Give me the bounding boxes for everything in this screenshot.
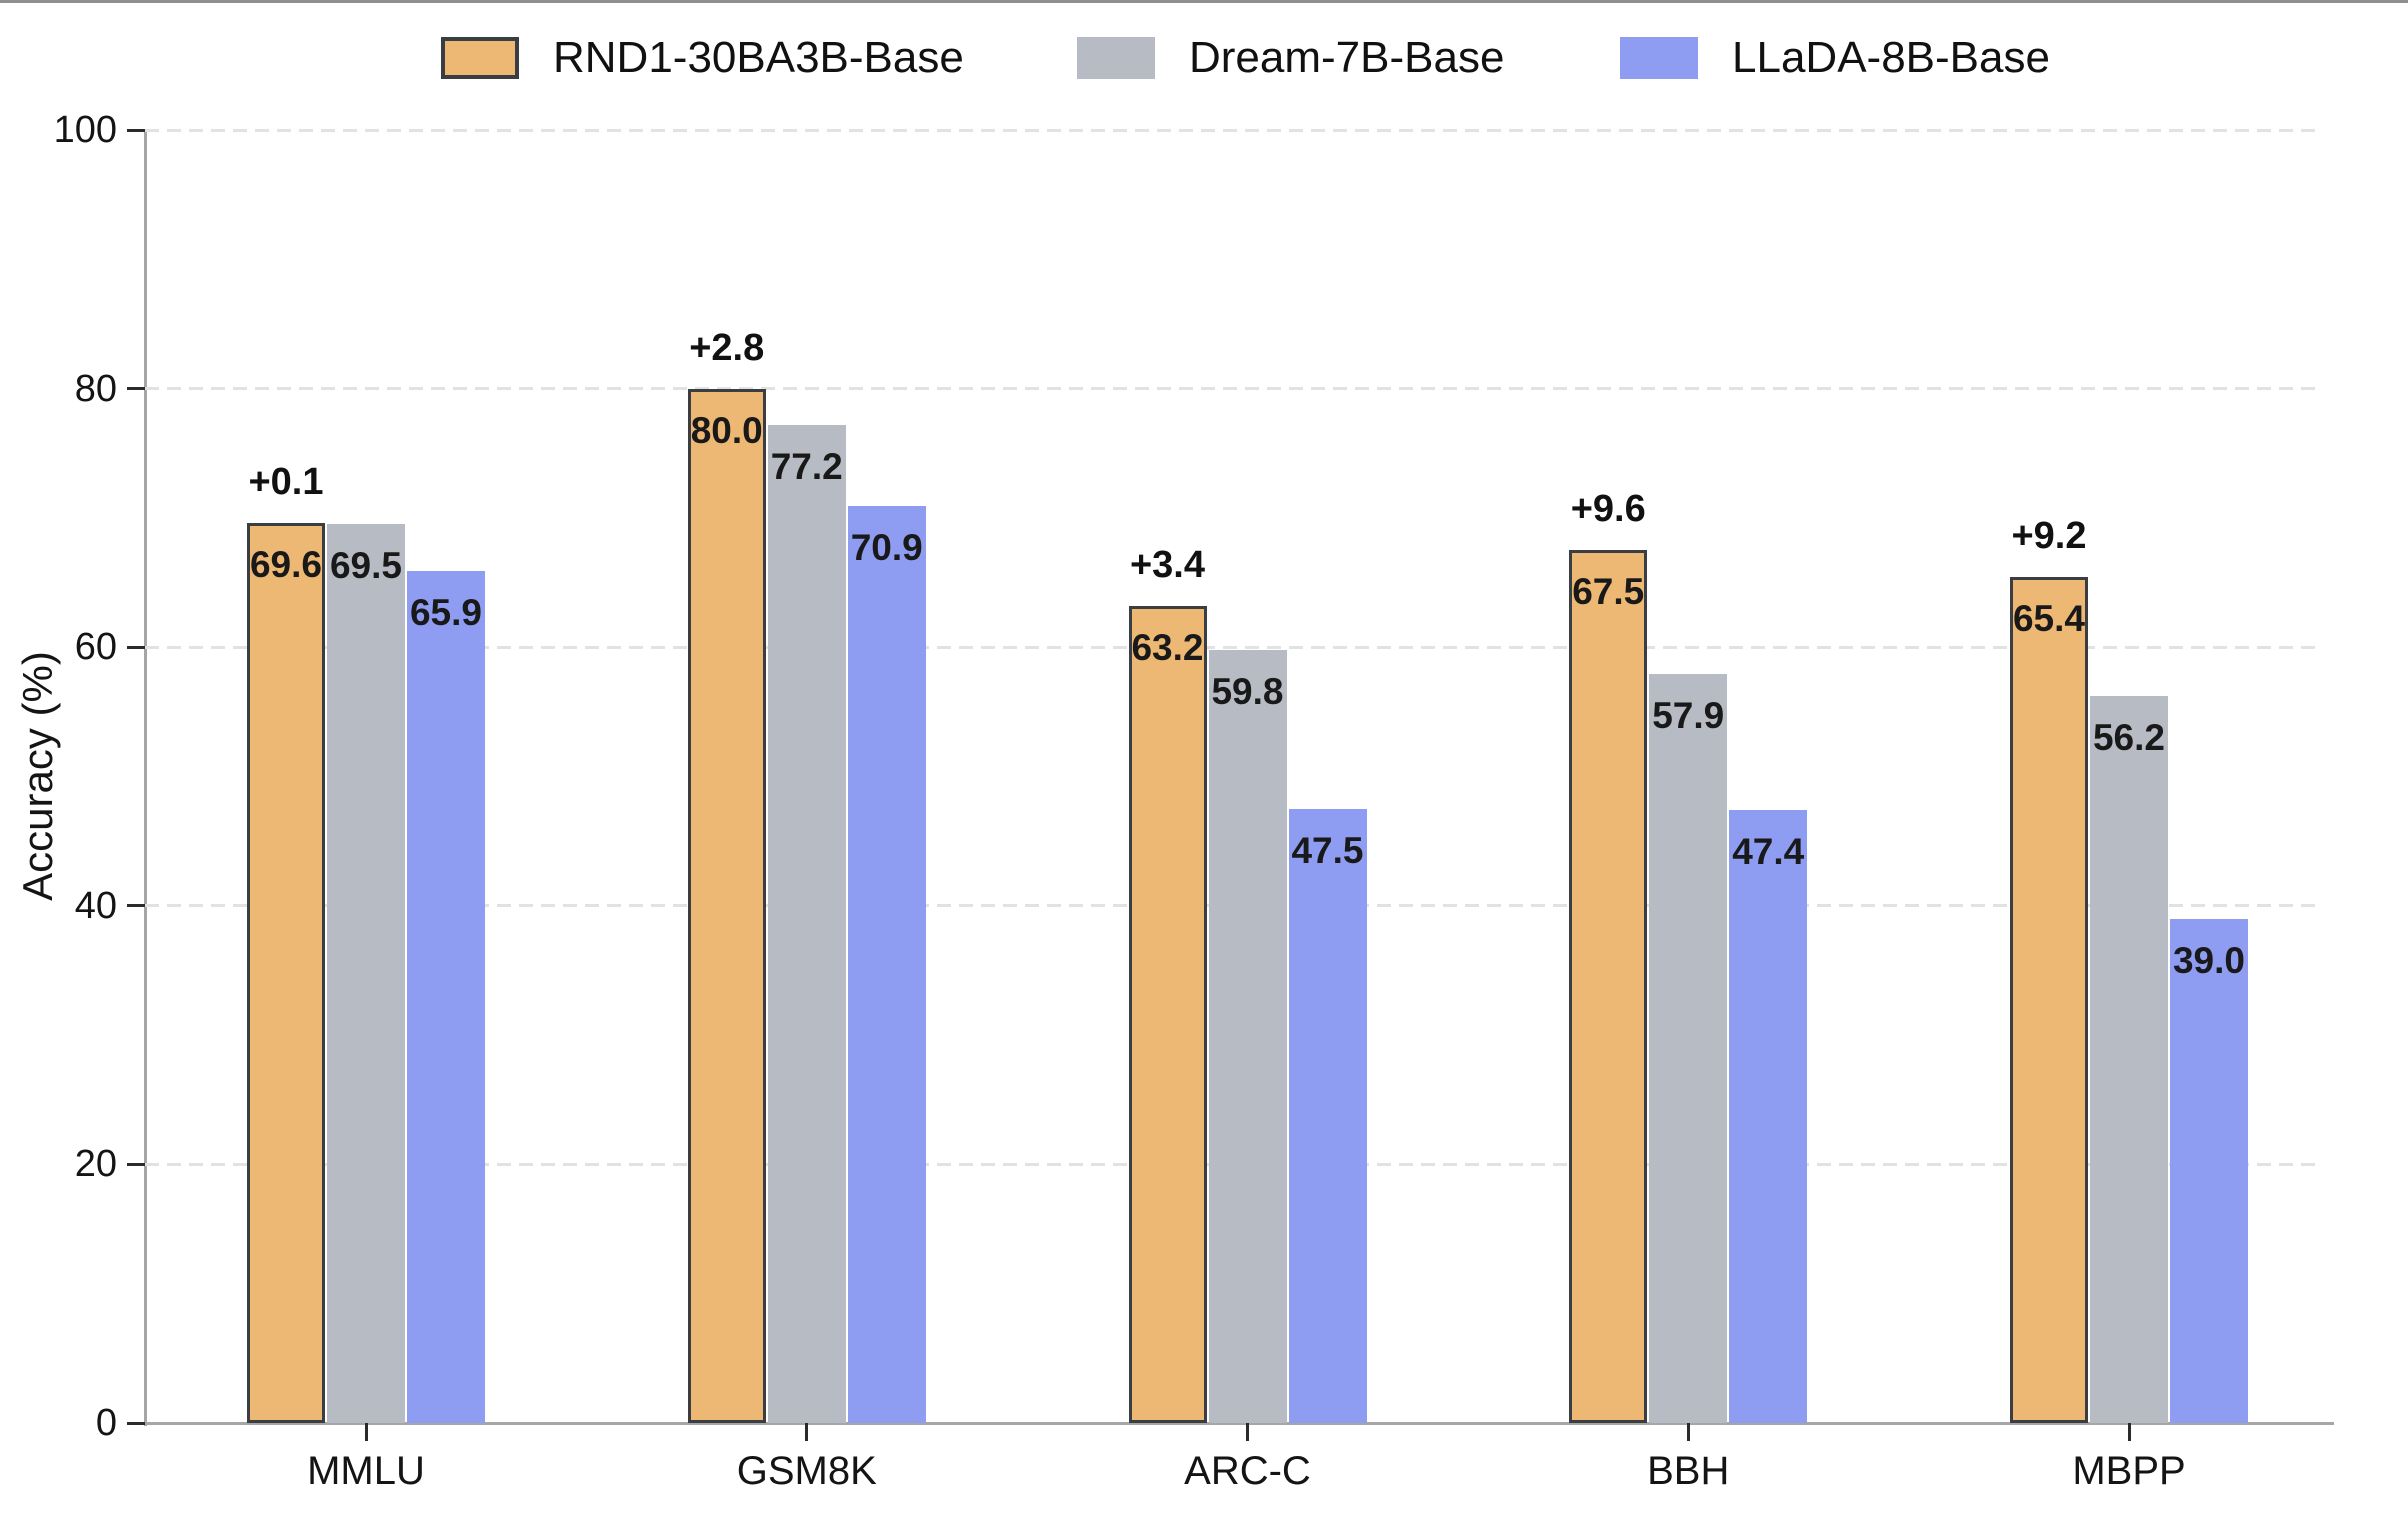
bar-value-mbpp-series-0: 65.4: [2012, 598, 2085, 640]
y-tick-40: [127, 904, 145, 908]
bar-bbh-series-1: [1649, 674, 1728, 1423]
y-tick-label-60: 60: [74, 626, 117, 669]
y-tick-60: [127, 645, 145, 649]
y-tick-label-20: 20: [74, 1143, 117, 1186]
x-tick-mbpp: [2127, 1423, 2131, 1441]
bar-mmlu-series-2: [407, 570, 485, 1423]
y-tick-100: [127, 128, 145, 132]
x-tick-mmlu: [364, 1423, 368, 1441]
bar-bbh-series-2: [1729, 810, 1808, 1423]
bar-bbh-series-0: [1569, 550, 1648, 1423]
x-tick-bbh: [1686, 1423, 1690, 1441]
y-tick-label-80: 80: [74, 367, 117, 410]
legend-label-1: Dream-7B-Base: [1189, 33, 1505, 82]
bar-mbpp-series-0: [2010, 577, 2088, 1423]
x-tick-label-gsm8k: GSM8K: [736, 1449, 877, 1493]
bar-value-gsm8k-series-0: 80.0: [690, 409, 763, 451]
bar-gsm8k-series-1: [767, 424, 846, 1423]
bar-value-gsm8k-series-1: 77.2: [770, 445, 843, 487]
legend-label-2: LLaDA-8B-Base: [1732, 33, 2050, 82]
x-tick-label-mbpp: MBPP: [2072, 1449, 2186, 1493]
bar-arc-c-series-0: [1128, 605, 1207, 1423]
y-tick-0: [127, 1421, 145, 1425]
y-axis-spine: [144, 130, 147, 1426]
legend-swatch-0: [441, 37, 519, 79]
y-tick-label-0: 0: [95, 1402, 117, 1444]
y-tick-80: [127, 387, 145, 391]
delta-label-gsm8k: +2.8: [689, 326, 765, 369]
gridline-100: [145, 128, 2315, 132]
bar-value-arc-c-series-2: 47.5: [1291, 829, 1364, 871]
y-tick-20: [127, 1162, 145, 1166]
bar-mmlu-series-1: [327, 524, 405, 1423]
delta-label-mmlu: +0.1: [248, 461, 324, 504]
bar-value-bbh-series-0: 67.5: [1572, 571, 1645, 613]
bar-arc-c-series-1: [1208, 649, 1287, 1423]
delta-label-arc-c: +3.4: [1129, 543, 1206, 586]
bar-value-arc-c-series-0: 63.2: [1131, 626, 1204, 668]
legend-label-0: RND1-30BA3B-Base: [553, 33, 964, 82]
bar-value-bbh-series-1: 57.9: [1652, 695, 1725, 737]
y-axis-title: Accuracy (%): [14, 651, 61, 901]
x-tick-arc-c: [1246, 1423, 1249, 1441]
bar-gsm8k-series-2: [847, 506, 926, 1423]
x-axis-spine: [144, 1422, 2334, 1425]
bar-value-gsm8k-series-2: 70.9: [850, 527, 923, 569]
legend-swatch-1: [1077, 37, 1155, 79]
x-tick-gsm8k: [805, 1423, 809, 1441]
bar-gsm8k-series-0: [687, 388, 766, 1423]
x-tick-label-bbh: BBH: [1647, 1449, 1730, 1493]
y-tick-label-100: 100: [53, 109, 117, 151]
bar-value-mbpp-series-1: 56.2: [2092, 717, 2165, 759]
bar-value-mbpp-series-2: 39.0: [2172, 939, 2245, 981]
delta-label-mbpp: +9.2: [2011, 515, 2087, 558]
bar-mbpp-series-1: [2090, 696, 2168, 1423]
window-top-border: [0, 0, 2408, 3]
gridline-80: [145, 387, 2315, 391]
bar-value-mmlu-series-1: 69.5: [329, 545, 402, 587]
gridline-60: [145, 645, 2315, 649]
legend-swatch-2: [1620, 37, 1698, 79]
legend-item-2: LLaDA-8B-Base: [1620, 30, 2050, 86]
bar-value-bbh-series-2: 47.4: [1732, 831, 1805, 873]
bar-arc-c-series-2: [1288, 808, 1367, 1423]
bar-value-mmlu-series-2: 65.9: [409, 591, 482, 633]
bar-value-arc-c-series-1: 59.8: [1211, 670, 1284, 712]
bar-value-mmlu-series-0: 69.6: [249, 544, 322, 586]
x-tick-label-mmlu: MMLU: [307, 1449, 425, 1493]
x-tick-label-arc-c: ARC-C: [1184, 1449, 1311, 1493]
legend-item-0: RND1-30BA3B-Base: [441, 30, 964, 86]
legend-item-1: Dream-7B-Base: [1077, 30, 1504, 86]
delta-label-bbh: +9.6: [1570, 488, 1646, 531]
bar-mmlu-series-0: [247, 523, 325, 1423]
y-tick-label-40: 40: [74, 884, 117, 927]
bar-mbpp-series-2: [2170, 918, 2248, 1423]
